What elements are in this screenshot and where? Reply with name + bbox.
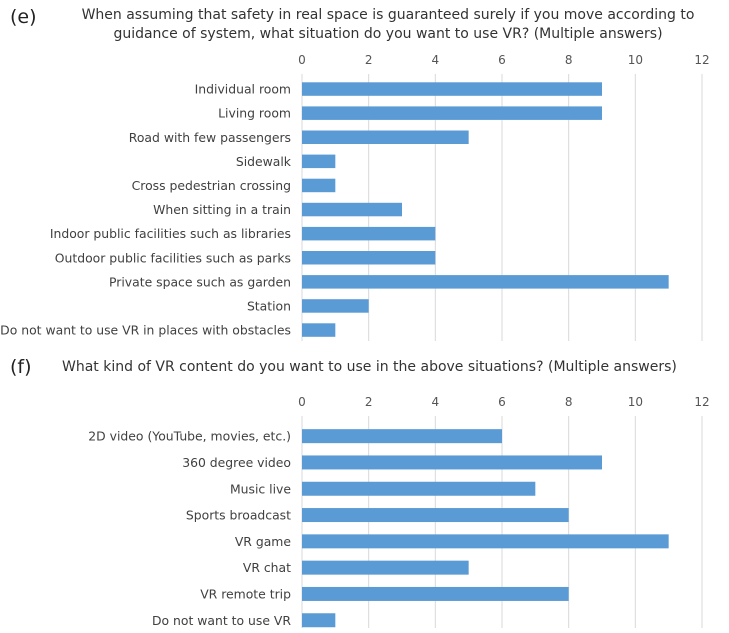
f-bar xyxy=(302,534,669,549)
panel-e-title: When assuming that safety in real space … xyxy=(81,7,695,42)
e-bar xyxy=(302,275,669,289)
e-bar xyxy=(302,154,336,169)
e-x-tick-label: 6 xyxy=(498,53,506,67)
f-bar xyxy=(302,560,469,575)
f-category-label: VR game xyxy=(235,534,291,549)
e-category-label: Living room xyxy=(218,106,291,121)
f-x-tick-label: 10 xyxy=(628,395,643,409)
e-bar xyxy=(302,251,436,265)
f-x-tick-label: 6 xyxy=(498,395,506,409)
f-bar xyxy=(302,508,569,523)
e-category-label: Private space such as garden xyxy=(109,274,291,289)
f-category-label: Sports broadcast xyxy=(186,508,291,523)
f-category-label: Do not want to use VR xyxy=(152,613,291,628)
f-bar xyxy=(302,429,502,444)
f-bar xyxy=(302,455,602,470)
e-bar xyxy=(302,323,336,337)
f-category-label: Music live xyxy=(230,481,291,496)
f-x-tick-label: 0 xyxy=(298,395,306,409)
e-category-label: Station xyxy=(247,298,291,313)
e-bar xyxy=(302,226,436,241)
e-x-tick-label: 8 xyxy=(565,53,573,67)
panel-f-title: What kind of VR content do you want to u… xyxy=(62,359,677,375)
e-bar xyxy=(302,299,369,313)
f-x-tick-label: 8 xyxy=(565,395,573,409)
e-category-label: When sitting in a train xyxy=(153,202,291,217)
e-x-tick-label: 10 xyxy=(628,53,643,67)
e-category-label: Indoor public facilities such as librari… xyxy=(50,226,291,241)
e-category-label: Road with few passengers xyxy=(129,130,291,145)
e-bar xyxy=(302,82,602,96)
f-category-label: 2D video (YouTube, movies, etc.) xyxy=(88,429,291,444)
e-category-label: Cross pedestrian crossing xyxy=(132,178,291,193)
e-bar xyxy=(302,202,402,217)
e-bar xyxy=(302,130,469,144)
f-category-label: VR chat xyxy=(243,560,291,575)
panel-f-label: (f) xyxy=(10,356,32,378)
f-bar xyxy=(302,586,569,601)
f-category-label: VR remote trip xyxy=(200,586,291,601)
f-x-tick-label: 2 xyxy=(365,395,373,409)
f-bar xyxy=(302,613,336,628)
f-x-tick-label: 12 xyxy=(694,395,709,409)
e-x-tick-label: 0 xyxy=(298,53,306,67)
f-category-label: 360 degree video xyxy=(182,455,291,470)
e-x-tick-label: 4 xyxy=(432,53,440,67)
f-bar xyxy=(302,481,536,496)
panel-e-label: (e) xyxy=(10,6,37,28)
f-x-tick-label: 4 xyxy=(432,395,440,409)
e-category-label: Individual room xyxy=(195,82,291,97)
e-category-label: Sidewalk xyxy=(236,154,292,169)
e-bar xyxy=(302,106,602,120)
e-category-label: Do not want to use VR in places with obs… xyxy=(0,323,291,338)
e-x-tick-label: 12 xyxy=(694,53,709,67)
e-bar xyxy=(302,178,336,193)
e-category-label: Outdoor public facilities such as parks xyxy=(55,250,291,265)
e-x-tick-label: 2 xyxy=(365,53,373,67)
